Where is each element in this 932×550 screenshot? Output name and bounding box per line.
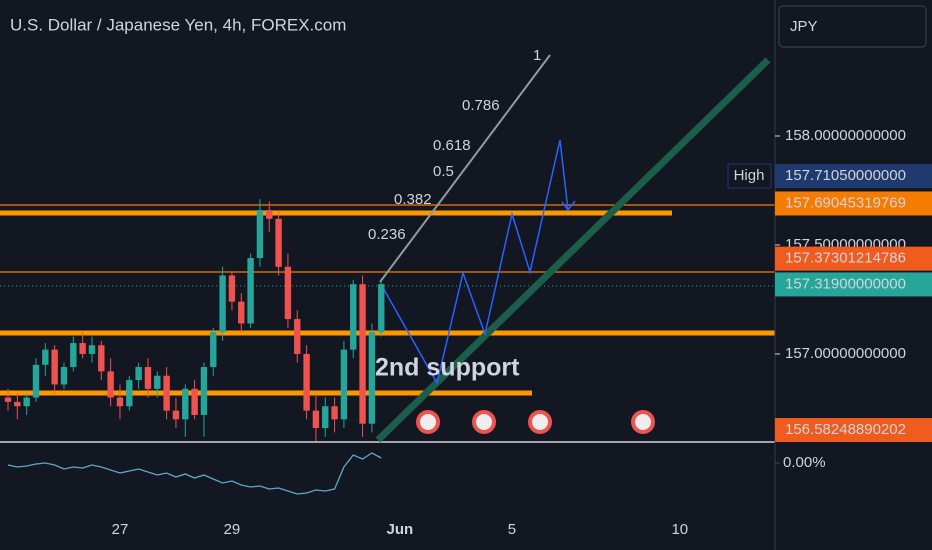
y-tick-label: 157.00000000000 xyxy=(785,345,906,362)
price-tag xyxy=(775,246,932,271)
currency: JPY xyxy=(790,18,818,35)
candle-body xyxy=(350,284,357,350)
channel-line xyxy=(375,57,771,443)
fib-label: 0.5 xyxy=(433,163,454,180)
candle-body xyxy=(32,364,40,398)
candle-body xyxy=(284,266,292,320)
y-tick-label: 158.00000000000 xyxy=(785,127,906,144)
candle-body xyxy=(163,375,170,411)
candle-body xyxy=(331,406,338,420)
projection-arrow xyxy=(561,200,576,212)
chart-title: U.S. Dollar / Japanese Yen, 4h, FOREX.co… xyxy=(10,15,346,34)
currency-button[interactable] xyxy=(778,5,927,48)
marks xyxy=(4,199,385,495)
candle-body xyxy=(191,388,198,415)
candle-body xyxy=(182,388,189,420)
candle-body xyxy=(256,210,264,259)
support-label: 2nd support xyxy=(375,354,520,382)
y2-tick-label: 0.00% xyxy=(783,454,826,471)
candle-body xyxy=(275,218,282,267)
tag-name-box xyxy=(727,163,772,189)
candle-body xyxy=(14,401,21,407)
price-tag xyxy=(775,272,932,297)
fib-label: 0.236 xyxy=(368,226,406,243)
candle-body xyxy=(266,210,273,219)
candle-body xyxy=(368,332,376,424)
candle-body xyxy=(359,284,366,424)
candle-body xyxy=(79,343,86,354)
candle-body xyxy=(88,345,96,354)
candle-body xyxy=(23,397,30,407)
candle-body xyxy=(312,410,320,429)
fib-label: 0.786 xyxy=(462,97,500,114)
flag-icon xyxy=(420,414,436,430)
flag-icon xyxy=(532,414,548,430)
projection xyxy=(381,139,569,386)
drawings xyxy=(0,54,775,443)
candle-body xyxy=(340,349,348,420)
x-tick-label: 5 xyxy=(508,521,516,538)
event-icons xyxy=(416,410,655,434)
candle-body xyxy=(60,367,68,385)
candle-body xyxy=(107,371,114,398)
candle-body xyxy=(228,275,236,302)
flag-icon xyxy=(476,414,492,430)
price-tag-label: 157.31900000000 xyxy=(785,275,906,292)
x-tick-label: 29 xyxy=(224,521,241,538)
candle-body xyxy=(247,258,254,324)
x-tick-label: 10 xyxy=(671,521,688,538)
candle-body xyxy=(378,284,385,333)
candle-body xyxy=(294,319,301,354)
candle-body xyxy=(126,380,133,407)
candle-body xyxy=(51,349,58,385)
x-tick-label: Jun xyxy=(387,521,414,538)
candle-body xyxy=(154,375,161,389)
candle-body xyxy=(144,367,152,389)
candle-body xyxy=(42,349,49,365)
tag-name: High xyxy=(734,167,765,184)
candle-body xyxy=(98,345,105,372)
candle-body xyxy=(219,275,226,333)
fib-label: 0.618 xyxy=(433,137,471,154)
flag-icon xyxy=(635,414,651,430)
fib-line xyxy=(379,54,551,283)
price-tag xyxy=(775,164,932,189)
price-tag-label: 157.69045319769 xyxy=(785,194,906,211)
price-tag-label: 157.37301214786 xyxy=(785,250,906,267)
candle-body xyxy=(116,397,124,407)
candle-body xyxy=(322,406,329,429)
x-tick-label: 27 xyxy=(112,521,129,538)
fib-label: 0.382 xyxy=(394,191,432,208)
candle-body xyxy=(303,353,310,411)
oscillator-line xyxy=(7,452,382,495)
candle-body xyxy=(172,410,180,420)
price-tag-label: 157.71050000000 xyxy=(785,167,906,184)
price-tag xyxy=(775,191,932,216)
candle-body xyxy=(200,367,208,415)
candle-body xyxy=(210,332,217,368)
candle-body xyxy=(4,397,12,402)
price-tag xyxy=(775,418,932,442)
candle-body xyxy=(135,367,142,381)
candle-body xyxy=(238,301,245,324)
fib-label: 1 xyxy=(533,47,541,64)
candle-body xyxy=(70,343,77,368)
price-tag-label: 156.58248890202 xyxy=(785,421,906,438)
